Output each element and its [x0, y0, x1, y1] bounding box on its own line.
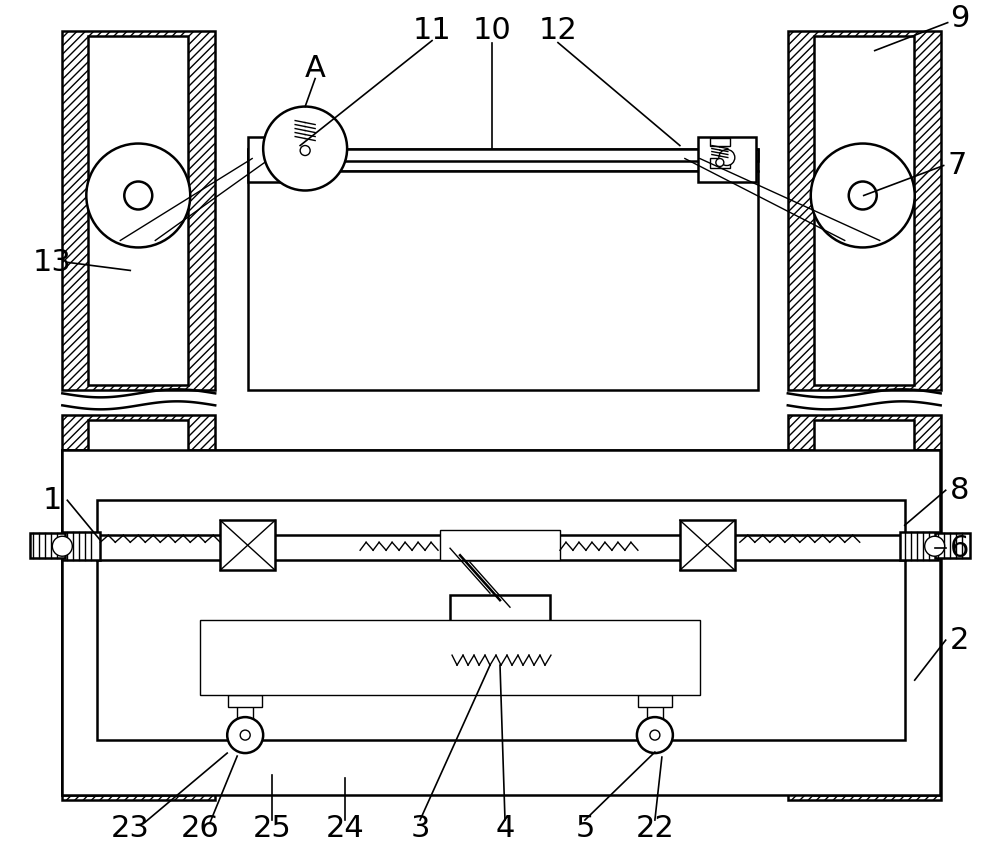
Bar — [788, 31, 941, 390]
Bar — [97, 700, 905, 740]
Circle shape — [227, 717, 263, 753]
Bar — [248, 170, 758, 390]
Bar — [97, 535, 905, 560]
Bar — [291, 140, 319, 155]
Text: 2: 2 — [950, 626, 969, 654]
Bar — [97, 501, 905, 740]
Bar — [647, 700, 663, 735]
Bar — [710, 138, 730, 145]
Circle shape — [240, 730, 250, 740]
Bar — [228, 695, 262, 707]
Bar — [680, 520, 735, 570]
Bar — [62, 740, 940, 790]
Bar — [788, 415, 941, 800]
Text: 22: 22 — [636, 814, 674, 843]
Bar — [698, 137, 756, 181]
Circle shape — [124, 181, 152, 210]
Bar — [220, 520, 275, 570]
Circle shape — [719, 150, 735, 165]
Text: 9: 9 — [950, 4, 969, 34]
Bar — [62, 31, 215, 390]
Circle shape — [269, 150, 285, 165]
Bar — [638, 695, 672, 707]
Text: 7: 7 — [948, 151, 967, 180]
Bar — [440, 531, 560, 560]
Text: 12: 12 — [539, 16, 577, 45]
Text: 25: 25 — [253, 814, 292, 843]
Bar — [814, 421, 914, 795]
Circle shape — [716, 158, 724, 167]
Bar — [88, 35, 188, 385]
Text: 5: 5 — [575, 814, 595, 843]
Bar — [62, 532, 100, 560]
Bar — [62, 451, 940, 501]
Circle shape — [637, 717, 673, 753]
Text: 24: 24 — [326, 814, 364, 843]
Bar — [248, 149, 758, 170]
Bar — [248, 137, 306, 181]
Text: 3: 3 — [410, 814, 430, 843]
Text: 1: 1 — [43, 486, 62, 515]
Circle shape — [263, 107, 347, 191]
Bar — [97, 501, 905, 535]
Bar — [248, 149, 758, 161]
Bar — [200, 620, 700, 695]
Text: 10: 10 — [473, 16, 511, 45]
Bar — [450, 595, 550, 655]
Text: 11: 11 — [413, 16, 451, 45]
Text: 23: 23 — [111, 814, 150, 843]
Bar — [814, 35, 914, 385]
Text: 8: 8 — [950, 476, 969, 505]
Bar — [62, 451, 97, 795]
Text: 13: 13 — [33, 248, 72, 277]
Bar — [62, 415, 215, 800]
Circle shape — [925, 537, 945, 556]
Bar — [237, 700, 253, 735]
Circle shape — [650, 730, 660, 740]
Circle shape — [849, 181, 877, 210]
Bar — [900, 532, 938, 560]
Bar — [62, 451, 940, 795]
Circle shape — [300, 145, 310, 156]
Text: 4: 4 — [495, 814, 515, 843]
Bar — [710, 157, 730, 168]
Bar — [30, 533, 65, 558]
Circle shape — [811, 144, 915, 248]
Circle shape — [86, 144, 190, 248]
Circle shape — [52, 537, 72, 556]
Text: 6: 6 — [950, 534, 969, 562]
Bar — [291, 111, 319, 120]
Bar — [200, 620, 700, 640]
Bar — [935, 533, 970, 558]
Bar — [88, 421, 188, 795]
Text: A: A — [305, 54, 326, 83]
Bar — [905, 451, 940, 795]
Text: 26: 26 — [181, 814, 220, 843]
